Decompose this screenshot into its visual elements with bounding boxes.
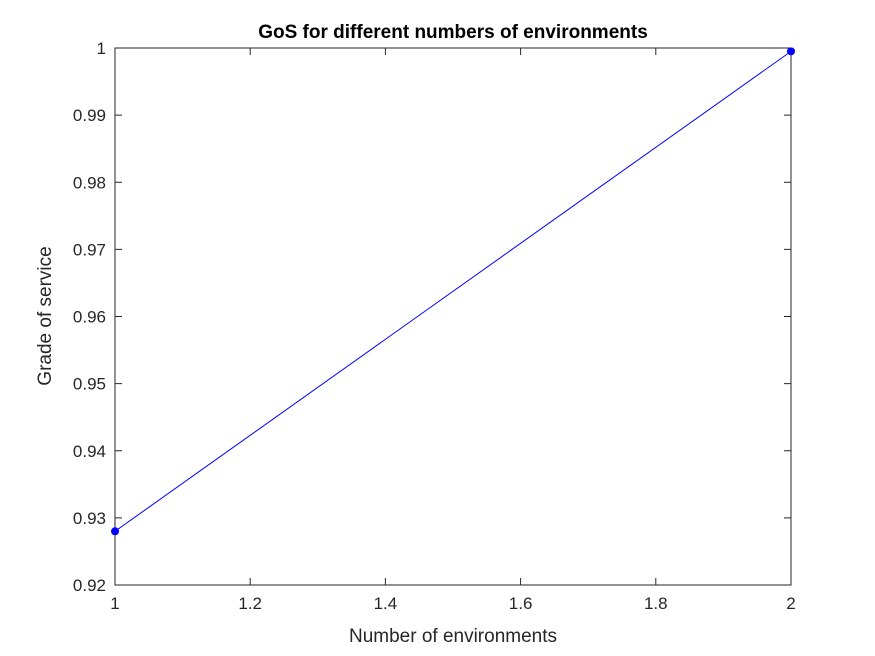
y-tick-label: 0.92: [73, 576, 106, 595]
x-axis-label: Number of environments: [349, 626, 557, 647]
y-tick-label: 0.93: [73, 509, 106, 528]
x-tick-label: 1.8: [644, 594, 668, 613]
chart-title: GoS for different numbers of environment…: [258, 22, 648, 43]
x-tick-label: 2: [786, 594, 795, 613]
y-tick-label: 0.96: [73, 308, 106, 327]
data-point: [787, 47, 795, 56]
series-line: [114, 50, 792, 532]
data-point: [111, 527, 119, 536]
x-tick-label: 1.4: [374, 594, 398, 613]
y-axis: 0.92 0.93 0.94 0.95 0.96 0.97 0.98 0.99 1: [73, 39, 791, 595]
plot-area: [114, 47, 792, 586]
x-tick-label: 1: [110, 594, 119, 613]
y-tick-label: 0.95: [73, 375, 106, 394]
x-tick-label: 1.2: [238, 594, 262, 613]
y-axis-label: Grade of service: [35, 246, 56, 385]
y-tick-label: 0.99: [73, 106, 106, 125]
y-tick-label: 0.98: [73, 173, 106, 192]
series-layer: [111, 47, 795, 536]
y-tick-label: 0.97: [73, 240, 106, 259]
x-axis: 1 1.2 1.4 1.6 1.8 2: [110, 48, 796, 613]
y-tick-label: 1: [97, 39, 106, 58]
x-tick-label: 1.6: [509, 594, 533, 613]
y-tick-label: 0.94: [73, 442, 106, 461]
